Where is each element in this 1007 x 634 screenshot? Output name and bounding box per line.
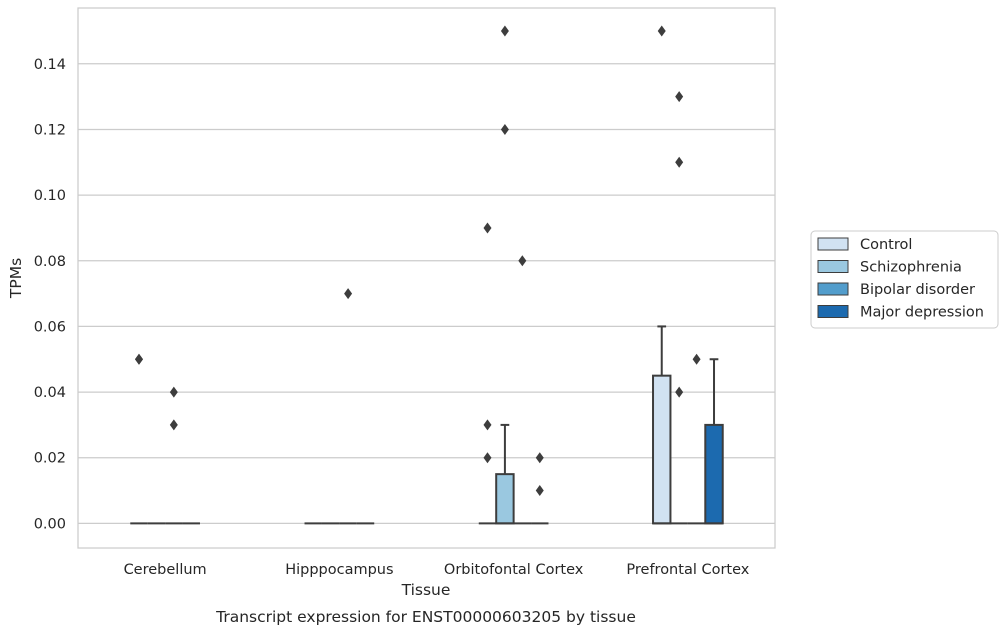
outlier-point — [692, 353, 701, 365]
y-tick-label: 0.14 — [34, 57, 66, 73]
box-body — [704, 423, 724, 525]
x-tick-labels: Cerebellum Hipppocampus Orbitofontal Corte… — [124, 562, 750, 578]
outlier-point — [675, 386, 684, 398]
legend-label: Schizophrenia — [860, 260, 962, 276]
outlier-point — [483, 452, 492, 464]
outlier-point — [535, 452, 544, 464]
x-tick-label: Orbitofontal Cortex — [444, 562, 584, 578]
x-axis-label: Tissue — [401, 581, 451, 599]
x-tick-label: Cerebellum — [124, 562, 207, 578]
box-schizophrenia — [495, 423, 515, 525]
outlier-point — [518, 255, 527, 267]
plot-area-frame — [77, 7, 776, 549]
y-tick-label: 0.00 — [34, 516, 66, 532]
outlier-point — [657, 25, 666, 37]
y-tick-label: 0.08 — [34, 254, 66, 270]
outlier-point — [169, 386, 178, 398]
legend-label: Major depression — [860, 305, 984, 321]
legend: Control Schizophrenia Bipolar disorder Majo… — [810, 230, 999, 329]
outlier-point — [675, 156, 684, 168]
box-control — [652, 325, 672, 525]
outlier-point — [675, 91, 684, 103]
box-major-depression — [704, 358, 724, 525]
outlier-point — [483, 419, 492, 431]
legend-swatch — [817, 282, 849, 296]
y-tick-label: 0.10 — [34, 188, 66, 204]
outlier-points — [134, 25, 701, 497]
legend-label: Bipolar disorder — [860, 282, 975, 298]
box-body — [495, 473, 515, 525]
y-tick-labels: 0.00 0.02 0.04 0.06 0.08 0.10 0.12 0.14 — [34, 57, 66, 533]
box-groups — [130, 325, 724, 525]
outlier-point — [483, 222, 492, 234]
y-tick-label: 0.04 — [34, 385, 66, 401]
box-body — [652, 374, 672, 525]
legend-swatch — [817, 260, 849, 273]
outlier-point — [134, 353, 143, 365]
legend-frame — [810, 230, 999, 329]
outlier-point — [535, 485, 544, 497]
chart-caption: Transcript expression for ENST0000060320… — [215, 608, 636, 626]
outlier-point — [344, 288, 353, 300]
y-tick-label: 0.06 — [34, 319, 66, 335]
outlier-point — [500, 25, 509, 37]
y-tick-label: 0.12 — [34, 122, 66, 138]
x-tick-label: Prefrontal Cortex — [626, 562, 749, 578]
outlier-point — [500, 123, 509, 135]
legend-swatch — [817, 305, 849, 318]
outlier-point — [169, 419, 178, 431]
y-tick-label: 0.02 — [34, 451, 66, 467]
y-axis-label: TPMs — [7, 258, 25, 299]
x-tick-label: Hipppocampus — [285, 562, 393, 578]
legend-label: Control — [860, 237, 912, 253]
legend-swatch — [817, 237, 849, 251]
